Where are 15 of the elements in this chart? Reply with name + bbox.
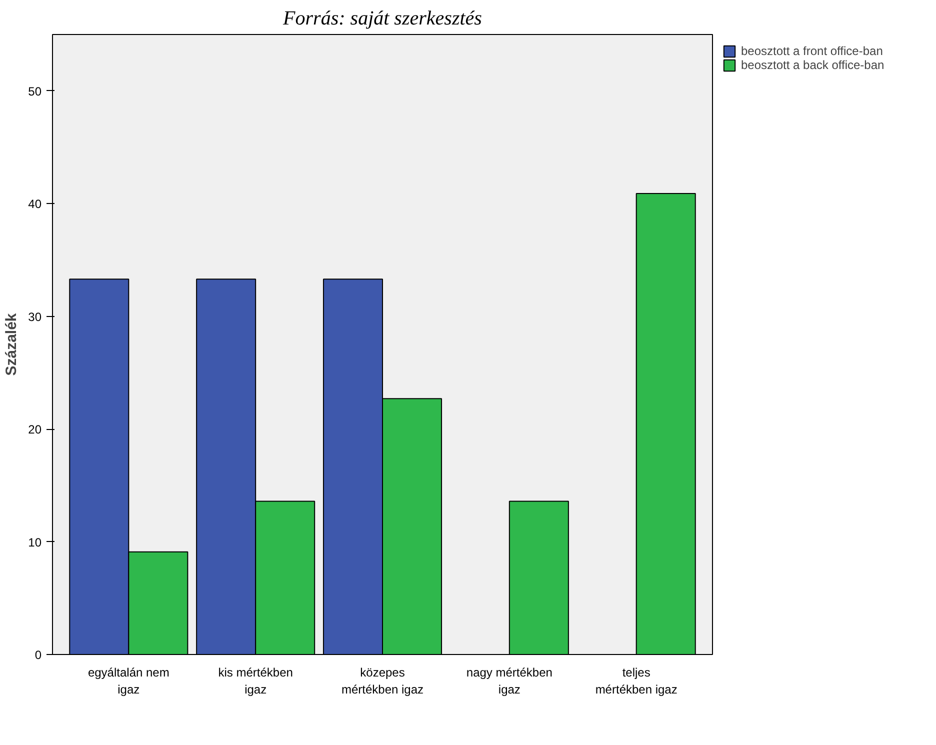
x-tick-label: nagy mértékben igaz xyxy=(466,666,552,696)
chart-title: Forrás: saját szerkesztés xyxy=(282,8,482,30)
x-tick-label: egyáltalán nem igaz xyxy=(88,666,170,696)
y-tick-label: 50 xyxy=(28,84,42,98)
y-tick-label: 20 xyxy=(28,422,42,437)
y-tick-label: 10 xyxy=(28,535,42,550)
y-axis-title: Százalék xyxy=(3,312,20,376)
x-tick-label: közepes mértékben igaz xyxy=(341,666,424,696)
y-tick-label: 0 xyxy=(34,648,42,662)
x-tick-label: kis mértékben igaz xyxy=(218,666,293,696)
x-tick-label: teljes mértékben igaz xyxy=(595,666,678,696)
y-tick-label: 30 xyxy=(28,310,42,324)
y-tick-label: 40 xyxy=(28,197,42,212)
legend-label: beosztott a front office-ban xyxy=(741,44,883,58)
legend-label: beosztott a back office-ban xyxy=(741,58,884,72)
